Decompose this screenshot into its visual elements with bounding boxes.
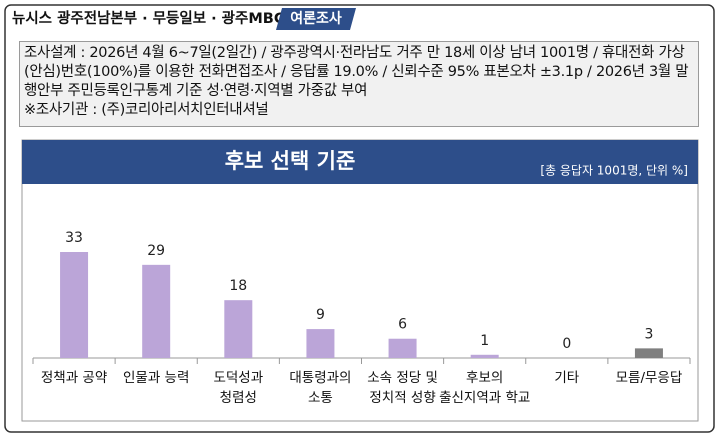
survey-note: 조사설계 : 2026년 4월 6~7일(2일간) / 광주광역시·전라남도 거… <box>19 41 699 127</box>
value-label: 29 <box>147 243 165 259</box>
x-tick-label: 대통령과의 <box>289 370 351 386</box>
x-tick-label: 청렴성 <box>220 390 257 406</box>
note-design: 조사설계 : 2026년 4월 6~7일(2일간) / 광주광역시·전라남도 거… <box>24 45 689 99</box>
bar <box>224 300 253 358</box>
note-agency: ※조사기관 : (주)코리아리서치인터내셔널 <box>24 102 269 118</box>
bar <box>388 338 417 358</box>
value-label: 0 <box>562 336 571 352</box>
chart-title: 후보 선택 기준 <box>225 149 356 173</box>
value-label: 9 <box>316 307 325 323</box>
value-label: 6 <box>398 317 407 333</box>
x-tick-label: 모름/무응답 <box>616 370 683 386</box>
value-label: 1 <box>480 333 489 349</box>
value-label: 33 <box>65 230 83 246</box>
x-tick-label: 출신지역과 학교 <box>439 390 530 406</box>
x-tick-label: 도덕성과 <box>213 370 263 386</box>
chart-panel <box>21 139 699 422</box>
chart-subtitle: [총 응답자 1001명, 단위 %] <box>540 164 688 178</box>
x-tick-label: 정책과 공약 <box>41 370 107 386</box>
x-tick-label: 후보의 <box>466 370 503 386</box>
header-tag: 여론조사 <box>290 10 342 27</box>
bar <box>142 264 171 358</box>
frame <box>4 4 715 433</box>
bar <box>470 354 499 358</box>
x-tick-label: 기타 <box>554 370 579 386</box>
bar <box>60 252 89 358</box>
x-tick-label: 인물과 능력 <box>123 370 189 386</box>
x-tick-label: 소속 정당 및 <box>367 370 438 386</box>
x-tick-label: 소통 <box>308 390 333 406</box>
value-label: 3 <box>644 326 653 342</box>
bar <box>306 329 335 358</box>
tag-bg <box>276 8 356 30</box>
x-tick-label: 정치적 성향 <box>369 390 435 406</box>
title-band <box>22 140 698 184</box>
bar <box>634 348 663 358</box>
header-source: 뉴시스 광주전남본부 · 무등일보 · 광주MBC <box>12 9 284 27</box>
value-label: 18 <box>229 278 247 294</box>
